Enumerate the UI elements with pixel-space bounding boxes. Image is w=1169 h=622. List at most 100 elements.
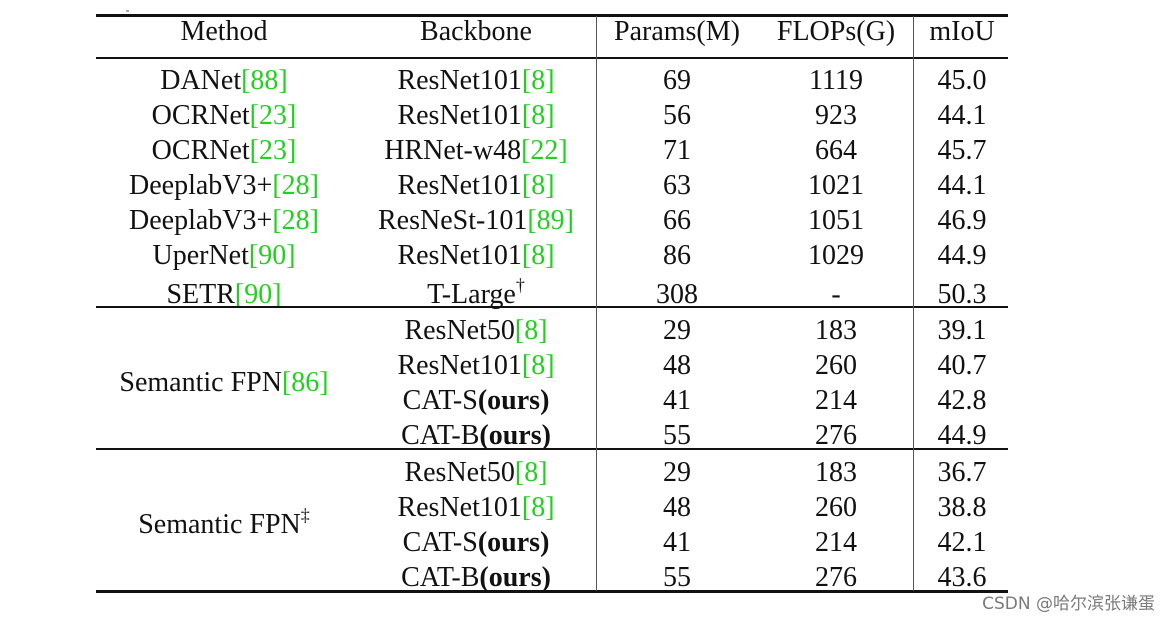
flops-cell: 1021: [808, 170, 864, 201]
citation-ref: [8]: [521, 350, 555, 381]
miou-cell: 46.9: [937, 205, 987, 236]
params-cell: 29: [663, 457, 691, 488]
flops-cell: 1119: [809, 65, 863, 96]
cell-text: CAT-B: [401, 420, 480, 451]
cell-text: ResNet101: [397, 100, 522, 131]
citation-ref: [8]: [521, 170, 555, 201]
backbone-cell: ResNet101[8]: [397, 64, 554, 98]
params-cell: 29: [663, 315, 691, 346]
flops-cell: 276: [815, 562, 857, 593]
cell-text: (ours): [479, 420, 551, 451]
params-cell: 48: [663, 350, 691, 381]
params-cell: 48: [663, 492, 691, 523]
miou-cell: 45.0: [937, 65, 987, 96]
miou-cell: 42.1: [937, 527, 987, 558]
params-cell: 63: [663, 170, 691, 201]
column-header: Backbone: [420, 16, 532, 47]
cell-text: CAT-B: [401, 562, 480, 593]
flops-cell: 260: [815, 492, 857, 523]
cell-text: (ours): [477, 527, 550, 558]
miou-cell: 44.1: [937, 170, 987, 201]
cell-text: ResNet50: [404, 315, 515, 346]
citation-ref: [90]: [248, 240, 296, 271]
flops-cell: 1051: [808, 205, 864, 236]
flops-cell: -: [831, 279, 841, 310]
citation-ref: [23]: [249, 135, 297, 166]
citation-ref: [8]: [514, 457, 548, 488]
backbone-cell: ResNet101[8]: [397, 349, 554, 383]
backbone-cell: ResNet101[8]: [397, 99, 554, 133]
cell-text: DANet: [160, 65, 242, 96]
column-header: mIoU: [929, 16, 995, 47]
flops-cell: 923: [815, 100, 857, 131]
flops-cell: 214: [815, 385, 857, 416]
backbone-cell: ResNet101[8]: [397, 491, 554, 525]
miou-cell: 50.3: [937, 279, 987, 310]
citation-ref: [8]: [521, 492, 555, 523]
cell-text: (ours): [479, 562, 551, 593]
cell-text: Semantic FPN: [138, 509, 301, 540]
method-cell: OCRNet[23]: [152, 99, 297, 133]
flops-cell: 214: [815, 527, 857, 558]
miou-cell: 45.7: [937, 135, 987, 166]
group-method-cell: Semantic FPN[86]: [119, 366, 328, 400]
backbone-cell: HRNet-w48[22]: [384, 134, 568, 168]
bottom-rule: [96, 590, 1008, 593]
params-cell: 69: [663, 65, 691, 96]
cell-text: OCRNet: [151, 135, 250, 166]
citation-ref: [8]: [521, 65, 555, 96]
backbone-cell: CAT-S(ours): [403, 526, 550, 560]
header-rule: [96, 57, 1008, 59]
superscript-mark: ‡: [300, 505, 310, 525]
group-method-cell: Semantic FPN‡: [138, 505, 310, 542]
backbone-cell: CAT-B(ours): [401, 419, 551, 453]
top-rule: [96, 14, 1008, 17]
column-separator: [596, 16, 598, 591]
method-cell: DeeplabV3+[28]: [129, 169, 319, 203]
cell-text: (ours): [477, 385, 550, 416]
method-cell: UperNet[90]: [152, 239, 295, 273]
citation-ref: [22]: [521, 135, 568, 166]
cell-text: ResNet101: [397, 65, 522, 96]
miou-cell: 44.9: [937, 420, 987, 451]
citation-ref: [86]: [281, 367, 329, 398]
backbone-cell: ResNeSt-101[89]: [378, 204, 574, 238]
column-header: FLOPs(G): [776, 16, 896, 47]
group-rule: [96, 306, 1008, 308]
cell-text: ResNet50: [404, 457, 515, 488]
citation-ref: [8]: [521, 240, 555, 271]
group-rule: [96, 448, 1008, 450]
cell-text: SETR: [166, 279, 235, 310]
miou-cell: 40.7: [937, 350, 987, 381]
cell-text: DeeplabV3+: [129, 205, 273, 236]
flops-cell: 183: [815, 457, 857, 488]
params-cell: 41: [663, 385, 691, 416]
params-cell: 86: [663, 240, 691, 271]
backbone-cell: CAT-S(ours): [403, 384, 550, 418]
citation-ref: [8]: [514, 315, 548, 346]
citation-ref: [23]: [249, 100, 297, 131]
citation-ref: [28]: [272, 205, 319, 236]
params-cell: 55: [663, 420, 691, 451]
citation-ref: [88]: [241, 65, 288, 96]
cell-text: Semantic FPN: [119, 367, 282, 398]
flops-cell: 1029: [808, 240, 864, 271]
stray-mark: [126, 10, 129, 12]
flops-cell: 183: [815, 315, 857, 346]
backbone-cell: ResNet101[8]: [397, 239, 554, 273]
miou-cell: 38.8: [937, 492, 987, 523]
params-cell: 55: [663, 562, 691, 593]
backbone-cell: ResNet50[8]: [404, 314, 547, 348]
flops-cell: 260: [815, 350, 857, 381]
params-cell: 66: [663, 205, 691, 236]
params-cell: 41: [663, 527, 691, 558]
params-cell: 308: [656, 279, 698, 310]
method-cell: SETR[90]: [166, 278, 281, 312]
method-cell: OCRNet[23]: [152, 134, 297, 168]
column-separator: [913, 16, 915, 591]
cell-text: CAT-S: [402, 527, 478, 558]
cell-text: OCRNet: [151, 100, 250, 131]
cell-text: ResNet101: [397, 240, 522, 271]
cell-text: ResNet101: [397, 170, 522, 201]
params-cell: 56: [663, 100, 691, 131]
